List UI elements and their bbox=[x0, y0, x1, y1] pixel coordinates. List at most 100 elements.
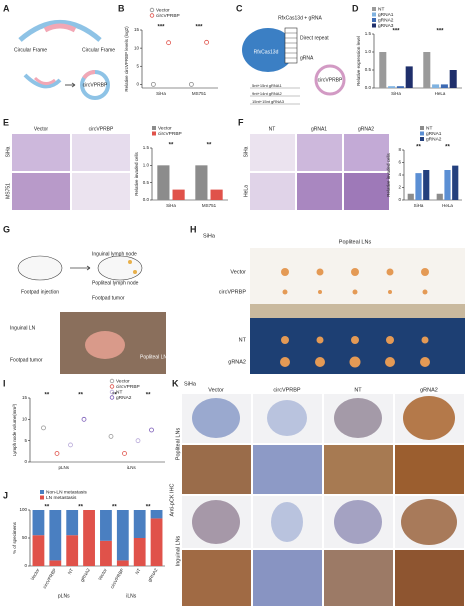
label: Circular Frame bbox=[14, 47, 47, 53]
y-tick-label: 0 bbox=[136, 82, 139, 87]
row-label: Popliteal LNs bbox=[175, 428, 181, 461]
column-label: gRNA1 bbox=[311, 126, 327, 132]
annotation: ** bbox=[146, 505, 151, 511]
bar bbox=[444, 170, 451, 200]
panel-label: I bbox=[3, 378, 6, 388]
dot bbox=[54, 451, 60, 456]
dot bbox=[188, 81, 194, 87]
schematic-g bbox=[17, 255, 166, 374]
bar bbox=[210, 189, 223, 200]
dot bbox=[166, 40, 172, 46]
group-label: iLNs bbox=[126, 593, 137, 599]
legend-label: circVPRBP bbox=[116, 384, 140, 390]
ihc-grid bbox=[182, 394, 464, 606]
bar bbox=[172, 189, 185, 200]
x-tick-label: gRNA2 bbox=[79, 567, 91, 582]
schematic-c bbox=[242, 27, 346, 105]
panel-label: B bbox=[118, 3, 125, 13]
row-label: NT bbox=[239, 337, 247, 343]
legend-label: Vector bbox=[116, 378, 130, 384]
bar bbox=[432, 84, 440, 88]
legend-label: NT bbox=[116, 389, 122, 395]
y-tick-label: 0.5 bbox=[143, 180, 150, 185]
bar bbox=[195, 165, 208, 200]
bar bbox=[415, 173, 422, 200]
legend-swatch bbox=[372, 18, 376, 22]
legend-label: gRNA3 bbox=[378, 23, 394, 29]
bar-segment bbox=[100, 510, 112, 541]
row-label: SiHa bbox=[5, 146, 11, 157]
legend-label: circVPRBP bbox=[156, 13, 180, 19]
label: Direct repeat bbox=[300, 35, 329, 41]
dot bbox=[150, 81, 156, 87]
annotation: ** bbox=[207, 143, 212, 149]
bar-segment bbox=[32, 510, 45, 536]
legend-label: circVPRBP bbox=[158, 131, 182, 137]
column-label: Vector bbox=[34, 126, 49, 132]
legend-label: Vector bbox=[156, 7, 170, 13]
bar bbox=[396, 86, 404, 88]
legend-label: Non-LN metastasis bbox=[46, 489, 87, 495]
x-tick-label: NT bbox=[67, 567, 74, 575]
annotation: ** bbox=[112, 393, 117, 399]
label: circVPRBP bbox=[318, 77, 343, 83]
y-tick-label: 8 bbox=[398, 147, 401, 152]
y-tick-label: 15 bbox=[134, 27, 140, 32]
bar-segment bbox=[49, 510, 62, 561]
photo-h bbox=[250, 248, 465, 374]
label: Inguinal LN bbox=[10, 325, 36, 331]
x-tick-label: pLNs bbox=[58, 465, 69, 470]
column-label: Vector bbox=[208, 387, 224, 393]
legend-swatch bbox=[109, 384, 115, 389]
x-tick-label: Vector bbox=[30, 567, 41, 581]
legend-label: gRNA1 bbox=[426, 131, 442, 137]
y-tick-label: 0 bbox=[24, 459, 27, 464]
stain-label: Anti-pCK IHC bbox=[169, 483, 175, 516]
bar-segment bbox=[32, 535, 45, 566]
bar bbox=[440, 84, 448, 88]
x-tick-label: circVPRBP bbox=[42, 568, 57, 590]
bar-segment bbox=[100, 540, 112, 566]
panel-label: K bbox=[172, 378, 179, 388]
row-label: gRNA2 bbox=[228, 359, 246, 365]
panel-label: D bbox=[352, 3, 359, 13]
bar bbox=[436, 193, 443, 200]
label: Inguinal lymph node bbox=[92, 251, 137, 257]
y-tick-label: 4 bbox=[398, 172, 401, 177]
legend-label: gRNA2 bbox=[426, 136, 442, 142]
legend-label: LN metastasis bbox=[46, 495, 77, 501]
y-tick-label: 5 bbox=[136, 63, 139, 68]
legend-swatch bbox=[420, 137, 424, 141]
y-tick-label: 10 bbox=[22, 417, 28, 422]
panel-label: E bbox=[3, 117, 9, 127]
label: SiHa bbox=[203, 233, 216, 239]
bar-segment bbox=[133, 510, 146, 538]
bar bbox=[423, 52, 431, 88]
dot bbox=[108, 433, 114, 439]
dot bbox=[122, 451, 127, 456]
legend-label: gRNA2 bbox=[378, 17, 394, 23]
y-tick-label: 100 bbox=[19, 507, 27, 512]
legend-swatch bbox=[109, 389, 115, 395]
legend-swatch bbox=[152, 126, 156, 130]
label: 9nt+14nt gRNA2 bbox=[252, 91, 282, 96]
label: SiHa bbox=[184, 381, 197, 387]
row-label: Inguinal LNs bbox=[175, 535, 181, 566]
column-label: NT bbox=[354, 387, 362, 393]
x-tick-label: MS751 bbox=[202, 203, 217, 208]
x-tick-label: SiHa bbox=[391, 91, 401, 96]
annotation: ** bbox=[416, 145, 421, 151]
x-tick-label: SiHa bbox=[156, 91, 166, 96]
bar bbox=[388, 86, 396, 88]
x-tick-label: gRNA2 bbox=[147, 567, 159, 582]
label: Footpad tumor bbox=[10, 357, 43, 363]
label: 15nt+15nt gRNA3 bbox=[252, 99, 285, 104]
y-tick-label: 1.5 bbox=[143, 145, 150, 150]
legend-swatch bbox=[152, 131, 156, 136]
bar-segment bbox=[150, 518, 163, 566]
label: RfxCas13d + gRNA bbox=[278, 15, 322, 21]
x-tick-label: circVPRBP bbox=[109, 568, 124, 590]
column-label: NT bbox=[269, 126, 276, 132]
legend-swatch bbox=[109, 395, 115, 400]
bar-segment bbox=[150, 510, 163, 519]
